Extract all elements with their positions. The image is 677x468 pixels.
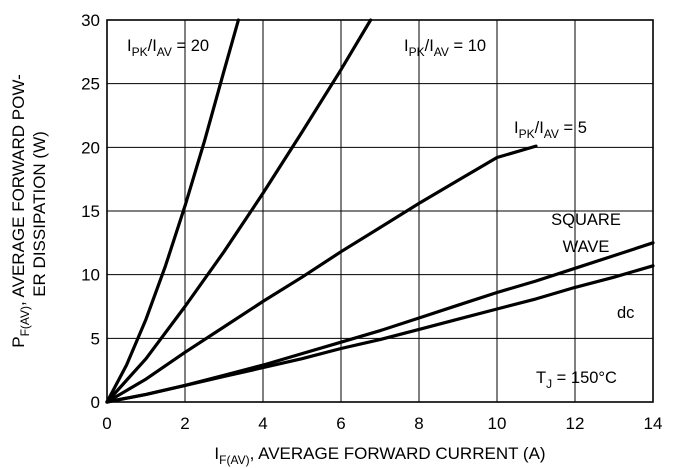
x-tick-label: 0 bbox=[102, 414, 111, 433]
y-tick-labels: 0 5 10 15 20 25 30 bbox=[81, 11, 100, 412]
y-tick-label: 30 bbox=[81, 11, 100, 30]
x-tick-label: 4 bbox=[258, 414, 267, 433]
label-junction-temp: TJ = 150°C bbox=[536, 369, 617, 391]
x-tick-label: 10 bbox=[488, 414, 507, 433]
y-tick-label: 25 bbox=[81, 75, 100, 94]
label-ipk-iav-10: IPK/IAV = 10 bbox=[404, 37, 486, 59]
series-line-0 bbox=[105, 18, 240, 404]
x-tick-label: 12 bbox=[566, 414, 585, 433]
x-tick-label: 8 bbox=[414, 414, 423, 433]
series-line-4 bbox=[105, 264, 655, 404]
y-tick-label: 15 bbox=[81, 202, 100, 221]
series-line-1 bbox=[105, 18, 373, 404]
x-tick-label: 14 bbox=[644, 414, 663, 433]
x-axis-title: IF(AV), AVERAGE FORWARD CURRENT (A) bbox=[214, 444, 545, 467]
grid bbox=[107, 20, 653, 402]
x-tick-labels: 0 2 4 6 8 10 12 14 bbox=[102, 414, 662, 433]
label-square-wave-1: SQUARE bbox=[551, 211, 621, 229]
label-square-wave-2: WAVE bbox=[563, 238, 610, 256]
x-tick-label: 2 bbox=[180, 414, 189, 433]
y-tick-label: 10 bbox=[81, 266, 100, 285]
y-tick-label: 20 bbox=[81, 138, 100, 157]
y-axis-title-line-1: PF(AV), AVERAGE FORWARD POW- bbox=[9, 74, 32, 348]
x-tick-label: 6 bbox=[336, 414, 345, 433]
series-line-2 bbox=[105, 144, 538, 404]
y-axis-title-line-2: ER DISSIPATION (W) bbox=[30, 131, 49, 297]
label-ipk-iav-20: IPK/IAV = 20 bbox=[127, 37, 209, 59]
y-tick-label: 5 bbox=[91, 329, 100, 348]
y-tick-label: 0 bbox=[91, 393, 100, 412]
label-ipk-iav-5: IPK/IAV = 5 bbox=[514, 119, 587, 141]
curves bbox=[105, 18, 655, 404]
label-dc: dc bbox=[617, 304, 634, 322]
